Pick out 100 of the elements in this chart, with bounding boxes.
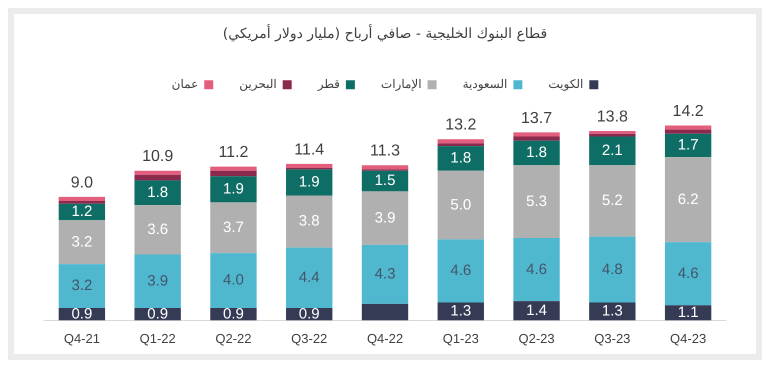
bar bbox=[513, 140, 560, 166]
bar bbox=[589, 236, 636, 303]
data-label: 1.8 bbox=[526, 144, 547, 162]
bar bbox=[210, 202, 257, 254]
total-label: 13.7 bbox=[520, 110, 552, 127]
bar bbox=[589, 134, 636, 136]
bar bbox=[362, 170, 408, 192]
bar bbox=[664, 157, 712, 242]
bar bbox=[664, 126, 712, 130]
bar bbox=[589, 165, 636, 237]
total-label: 9.0 bbox=[70, 174, 94, 192]
data-label: 0.9 bbox=[298, 305, 320, 322]
data-label: 3.7 bbox=[223, 218, 244, 236]
data-label: 1.9 bbox=[298, 174, 320, 191]
data-label: 0.9 bbox=[223, 305, 244, 322]
data-label: 1.8 bbox=[450, 150, 472, 167]
total-label: 11.3 bbox=[370, 142, 400, 160]
total-label: 11.4 bbox=[294, 141, 324, 158]
bar bbox=[438, 139, 484, 144]
bar bbox=[134, 174, 181, 180]
x-tick-label: Q2-23 bbox=[518, 330, 555, 346]
data-label: 4.8 bbox=[602, 260, 623, 278]
bar bbox=[362, 304, 408, 320]
legend-label: السعودية bbox=[462, 76, 508, 91]
legend-label: الكويت bbox=[548, 76, 584, 91]
bar bbox=[58, 200, 106, 204]
data-label: 4.6 bbox=[678, 264, 699, 282]
bar bbox=[134, 254, 181, 308]
data-label: 3.2 bbox=[71, 277, 92, 294]
bar bbox=[286, 169, 332, 196]
bar bbox=[664, 134, 712, 158]
total-label: 13.8 bbox=[596, 108, 628, 126]
bar bbox=[513, 165, 560, 238]
x-tick-label: Q1-23 bbox=[442, 330, 479, 346]
bar bbox=[438, 239, 484, 303]
bar bbox=[286, 164, 332, 168]
data-label: 1.3 bbox=[450, 302, 472, 320]
bar bbox=[286, 248, 332, 308]
bar bbox=[58, 196, 106, 201]
bar bbox=[134, 205, 181, 255]
bar bbox=[58, 220, 106, 264]
data-label: 3.9 bbox=[147, 272, 168, 290]
bar bbox=[362, 165, 408, 170]
x-tick-label: Q4-22 bbox=[366, 330, 404, 346]
legend-label: عمان bbox=[172, 76, 198, 91]
bar bbox=[210, 253, 257, 308]
data-label: 1.3 bbox=[602, 302, 623, 320]
data-label: 1.4 bbox=[526, 302, 547, 319]
chart-title: قطاع البنوك الخليجية - صافي أرباح (مليار دولار أمريكي) bbox=[222, 24, 548, 42]
bar bbox=[438, 146, 484, 171]
bar bbox=[210, 170, 257, 176]
bar bbox=[589, 130, 636, 134]
data-label: 1.7 bbox=[678, 136, 699, 154]
data-label: 2.1 bbox=[602, 142, 623, 160]
data-label: 1.2 bbox=[71, 203, 92, 220]
data-label: 4.4 bbox=[298, 268, 320, 286]
x-tick-label: Q3-22 bbox=[291, 330, 328, 346]
bar bbox=[210, 166, 257, 171]
bar bbox=[58, 264, 106, 308]
legend-label: البحرين bbox=[239, 76, 277, 91]
x-tick-label: Q4-21 bbox=[64, 330, 100, 346]
bar bbox=[513, 238, 560, 302]
bar bbox=[438, 170, 484, 240]
bar bbox=[134, 180, 181, 206]
data-label: 1.8 bbox=[147, 184, 168, 201]
total-label: 14.2 bbox=[672, 102, 704, 120]
total-label: 13.2 bbox=[445, 116, 476, 134]
data-label: 0.9 bbox=[147, 305, 168, 322]
bar bbox=[513, 136, 560, 141]
bar bbox=[589, 136, 636, 166]
data-label: 0.9 bbox=[71, 305, 92, 322]
bar bbox=[134, 170, 181, 175]
data-label: 3.9 bbox=[374, 209, 396, 226]
data-label: 3.2 bbox=[71, 233, 92, 250]
data-label: 1.9 bbox=[223, 180, 244, 198]
legend-label: قطر bbox=[316, 76, 340, 91]
data-label: 4.6 bbox=[526, 260, 547, 278]
data-label: 1.1 bbox=[678, 304, 699, 321]
data-label: 4.0 bbox=[223, 272, 244, 289]
x-tick-label: Q1-22 bbox=[140, 330, 176, 346]
data-label: 5.2 bbox=[602, 192, 623, 210]
data-label: 4.3 bbox=[374, 266, 396, 283]
bar bbox=[286, 196, 332, 248]
bar bbox=[362, 191, 408, 245]
bar bbox=[664, 130, 712, 134]
data-label: 3.8 bbox=[298, 212, 320, 230]
bar bbox=[664, 242, 712, 306]
legend-label: الإمارات bbox=[380, 76, 422, 91]
data-label: 5.3 bbox=[526, 192, 547, 210]
bar bbox=[513, 132, 560, 136]
bar bbox=[362, 244, 408, 304]
data-label: 4.6 bbox=[450, 262, 472, 280]
data-label: 6.2 bbox=[678, 190, 699, 208]
total-label: 11.2 bbox=[218, 144, 249, 162]
total-label: 10.9 bbox=[142, 148, 174, 166]
bar bbox=[438, 143, 484, 146]
x-tick-label: Q3-23 bbox=[594, 330, 630, 346]
bar bbox=[58, 204, 106, 220]
x-tick-label: Q2-22 bbox=[215, 330, 252, 346]
x-tick-label: Q4-23 bbox=[670, 330, 706, 346]
